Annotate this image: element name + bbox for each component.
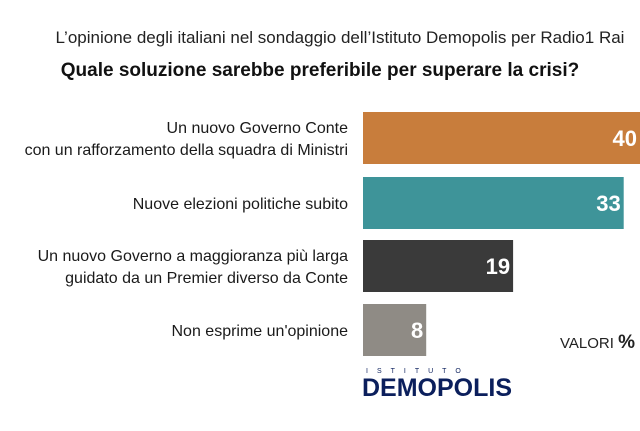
bar-2 (363, 240, 514, 292)
demopolis-logo: ISTITUTO DEMOPOLIS (362, 368, 542, 402)
chart-title: Quale soluzione sarebbe preferibile per … (60, 60, 580, 81)
category-label-1-0: Nuove elezioni politiche subito (133, 196, 348, 213)
bar-value-label-2: 19 (486, 254, 510, 279)
unit-note: VALORI % (560, 332, 635, 354)
bar-value-label-1: 33 (596, 191, 620, 216)
chart-subtitle: L’opinione degli italiani nel sondaggio … (55, 28, 625, 47)
bar-value-label-3: 8 (411, 318, 423, 343)
logo-main-text: DEMOPOLIS (362, 374, 513, 402)
bar-0 (363, 112, 640, 164)
category-label-0-0: Un nuovo Governo Conte (167, 120, 349, 137)
category-label-3-0: Non esprime un'opinione (172, 323, 349, 340)
unit-label: VALORI (560, 335, 614, 352)
bar-1 (363, 177, 624, 229)
logo-top-text: ISTITUTO (366, 368, 470, 375)
category-label-2-0: Un nuovo Governo a maggioranza più larga (38, 248, 349, 265)
bar-value-label-0: 40 (613, 126, 637, 151)
bar-3 (363, 304, 427, 356)
category-label-0-1: con un rafforzamento della squadra di Mi… (25, 142, 348, 159)
category-label-2-1: guidato da un Premier diverso da Conte (65, 270, 348, 287)
unit-symbol: % (618, 332, 635, 353)
